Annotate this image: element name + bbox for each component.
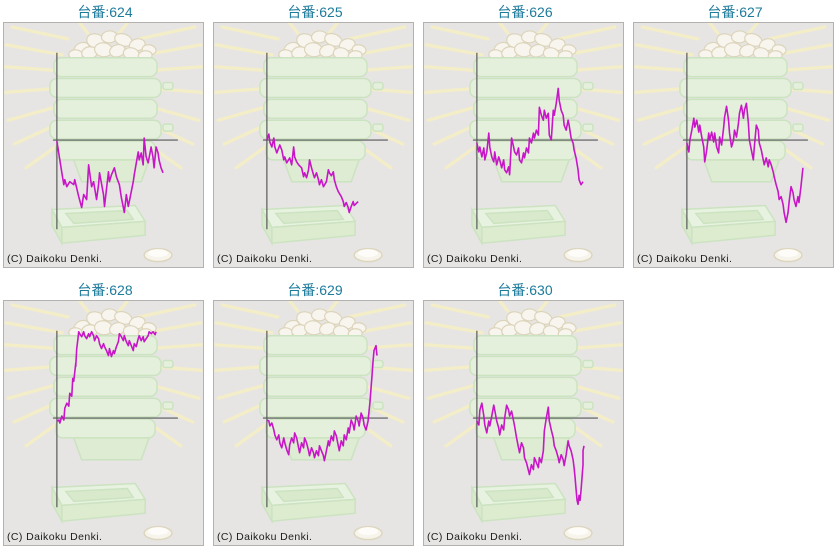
slump-graph-line: [476, 402, 585, 506]
machine-panel: 台番:630 (C) Daikoku Denki.: [420, 278, 630, 556]
machine-panel: 台番:625 (C) Daikoku Denki.: [210, 0, 420, 278]
machine-title: 台番:630: [497, 282, 553, 298]
chart-area: (C) Daikoku Denki.: [3, 300, 204, 546]
copyright-text: (C) Daikoku Denki.: [7, 253, 103, 265]
machine-panel: 台番:627 (C) Daikoku Denki.: [630, 0, 840, 278]
chart-area: (C) Daikoku Denki.: [633, 22, 834, 268]
slump-graph-line: [266, 133, 359, 214]
machine-title: 台番:629: [287, 282, 343, 298]
machine-panel: 台番:626 (C) Daikoku Denki.: [420, 0, 630, 278]
chart-area: (C) Daikoku Denki.: [3, 22, 204, 268]
machine-title: 台番:628: [77, 282, 133, 298]
slump-graph: [52, 330, 178, 508]
slump-graph: [262, 330, 388, 508]
machine-title: 台番:627: [707, 4, 763, 20]
machine-panel: 台番:629 (C) Daikoku Denki.: [210, 278, 420, 556]
slump-graph: [262, 52, 388, 230]
slump-graph-line: [476, 87, 584, 186]
copyright-text: (C) Daikoku Denki.: [217, 531, 313, 543]
copyright-text: (C) Daikoku Denki.: [7, 531, 103, 543]
panel-row-2: 台番:628 (C) Daikoku Denki. 台番:629 (C) Daikok…: [0, 278, 840, 556]
machine-title: 台番:624: [77, 4, 133, 20]
machine-panel: 台番:628 (C) Daikoku Denki.: [0, 278, 210, 556]
chart-area: (C) Daikoku Denki.: [423, 22, 624, 268]
chart-area: (C) Daikoku Denki.: [213, 22, 414, 268]
slump-graph: [52, 52, 178, 230]
slump-graph: [472, 330, 598, 508]
copyright-text: (C) Daikoku Denki.: [637, 253, 733, 265]
chart-area: (C) Daikoku Denki.: [213, 300, 414, 546]
machine-title: 台番:625: [287, 4, 343, 20]
slump-graph: [682, 52, 808, 230]
copyright-text: (C) Daikoku Denki.: [217, 253, 313, 265]
chart-area: (C) Daikoku Denki.: [423, 300, 624, 546]
slump-graph-line: [686, 102, 804, 224]
copyright-text: (C) Daikoku Denki.: [427, 253, 523, 265]
machine-panel: 台番:624 (C) Daikoku Denki.: [0, 0, 210, 278]
machine-title: 台番:626: [497, 4, 553, 20]
panel-row-1: 台番:624 (C) Daikoku Denki. 台番:625 (C) Daikok…: [0, 0, 840, 278]
slump-graph: [472, 52, 598, 230]
slump-graph-line: [56, 137, 164, 214]
copyright-text: (C) Daikoku Denki.: [427, 531, 523, 543]
slump-graph-line: [266, 344, 378, 462]
slump-graph-line: [56, 330, 157, 424]
